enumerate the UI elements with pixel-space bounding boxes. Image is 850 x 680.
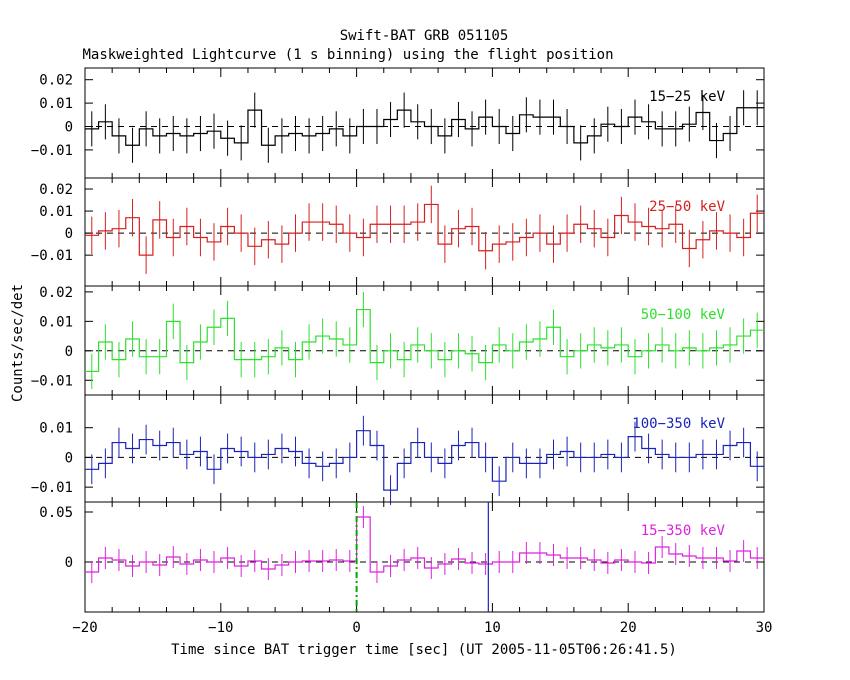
y-tick-label-15-25-kev: −0.01: [31, 143, 73, 159]
y-axis-label: Counts/sec/det: [10, 284, 26, 402]
step-series-25-50-kev: [85, 203, 764, 256]
y-tick-label-50-100-kev: 0: [65, 344, 73, 360]
chart-subtitle: Maskweighted Lightcurve (1 s binning) us…: [82, 47, 613, 63]
y-tick-label-25-50-kev: −0.01: [31, 248, 73, 264]
y-tick-label-25-50-kev: 0: [65, 226, 73, 242]
x-tick-label: 30: [756, 620, 773, 636]
panels-group: −0.01 0 0.01 0.02 15−25 keV −0.01 0 0.01 0.02 25−…: [31, 67, 773, 636]
y-tick-label-100-350-kev: 0.01: [39, 421, 73, 437]
y-tick-label-100-350-kev: −0.01: [31, 480, 73, 496]
band-label-50-100-kev: 50−100 keV: [641, 307, 726, 323]
band-label-100-350-kev: 100−350 keV: [632, 416, 725, 432]
y-tick-label-15-350-kev: 0.05: [39, 505, 73, 521]
x-tick-label: 10: [484, 620, 501, 636]
y-tick-label-15-25-kev: 0.02: [39, 73, 73, 89]
band-label-25-50-kev: 25−50 keV: [649, 199, 725, 215]
x-tick-label: 0: [352, 620, 360, 636]
x-tick-label: −10: [208, 620, 233, 636]
y-tick-label-15-25-kev: 0: [65, 120, 73, 136]
x-axis-label: Time since BAT trigger time [sec] (UT 20…: [171, 642, 677, 658]
panel-frame-15-350-kev: [84, 501, 765, 613]
step-series-100-350-kev: [85, 430, 764, 491]
y-tick-label-25-50-kev: 0.01: [39, 204, 73, 220]
y-tick-label-50-100-kev: 0.02: [39, 285, 73, 301]
step-series-15-350-kev: [85, 516, 764, 573]
x-tick-label: −20: [72, 620, 97, 636]
y-tick-label-15-350-kev: 0: [65, 555, 73, 571]
y-tick-label-50-100-kev: 0.01: [39, 314, 73, 330]
y-tick-label-15-25-kev: 0.01: [39, 96, 73, 112]
band-label-15-25-kev: 15−25 keV: [649, 89, 725, 105]
y-tick-label-50-100-kev: −0.01: [31, 373, 73, 389]
band-label-15-350-kev: 15−350 keV: [641, 523, 726, 539]
x-tick-label: 20: [620, 620, 637, 636]
y-tick-label-100-350-kev: 0: [65, 450, 73, 466]
y-tick-label-25-50-kev: 0.02: [39, 182, 73, 198]
chart-title: Swift-BAT GRB 051105: [340, 28, 509, 44]
